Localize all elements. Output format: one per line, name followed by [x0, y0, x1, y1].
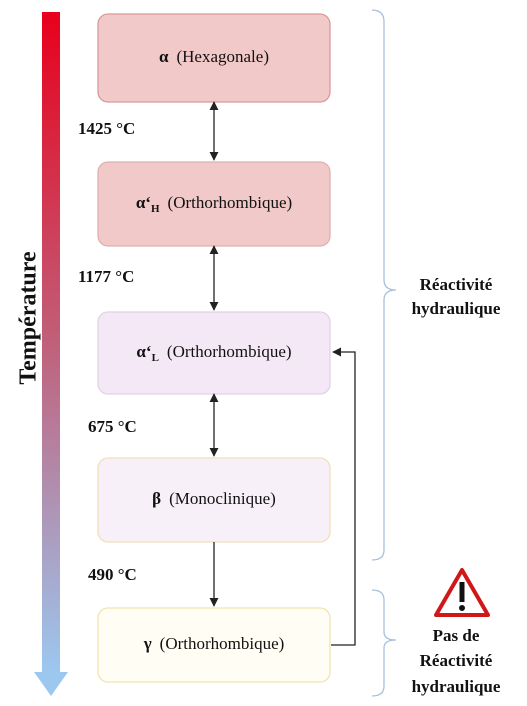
node-symbol: α‘	[136, 193, 151, 212]
node-name: (Hexagonale)	[176, 47, 269, 66]
temperature-label: 675 °C	[88, 417, 137, 436]
temperature-label: 490 °C	[88, 565, 137, 584]
node-box	[97, 607, 331, 683]
feedback-arrow	[331, 347, 356, 646]
group-label: Réactivité	[420, 651, 493, 670]
node-label: α (Hexagonale)	[159, 47, 269, 66]
node-symbol: α‘	[136, 342, 151, 361]
node-name: (Orthorhombique)	[160, 634, 285, 653]
temperature-arrow	[34, 12, 68, 696]
group-label: hydraulique	[412, 677, 501, 696]
node-name: (Monoclinique)	[169, 489, 276, 508]
node-symbol: α	[159, 47, 169, 66]
temperature-label: 1177 °C	[78, 267, 134, 286]
node-symbol: γ	[143, 634, 152, 653]
node-symbol: β	[152, 489, 161, 508]
temperature-label: 1425 °C	[78, 119, 135, 138]
axis-label: Température	[16, 251, 42, 385]
node-label: α‘H (Orthorhombique)	[136, 193, 292, 215]
node-subscript: H	[151, 203, 160, 215]
group-label: Pas de	[433, 626, 480, 645]
node-name: (Orthorhombique)	[168, 193, 293, 212]
brace	[371, 589, 397, 697]
node-subscript: L	[152, 352, 159, 364]
node-label: β (Monoclinique)	[152, 489, 276, 508]
node-label: γ (Orthorhombique)	[143, 634, 285, 653]
warning-icon	[434, 568, 490, 617]
brace	[371, 9, 397, 561]
group-label: hydraulique	[412, 299, 501, 318]
group-label: Réactivité	[420, 275, 493, 294]
node-name: (Orthorhombique)	[167, 342, 292, 361]
node-label: α‘L (Orthorhombique)	[136, 342, 291, 364]
